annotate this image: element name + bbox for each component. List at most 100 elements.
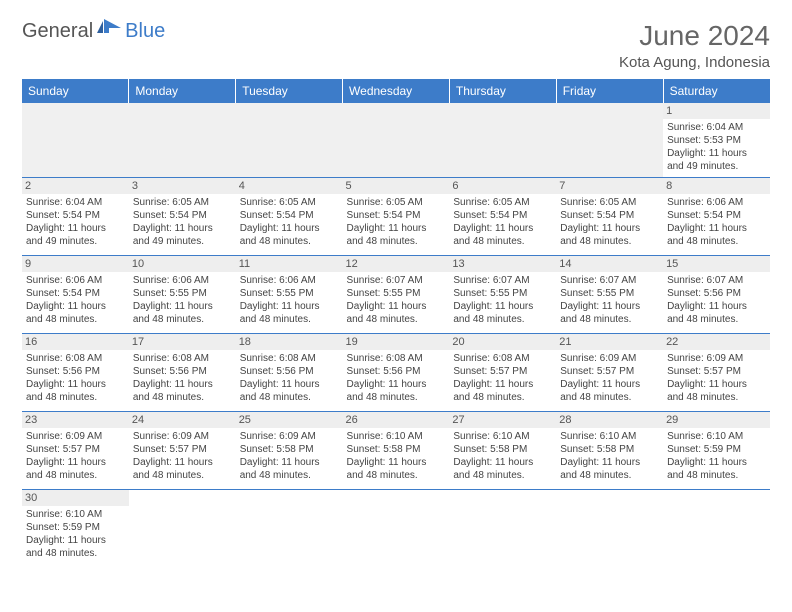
day-number: 3 <box>129 178 236 194</box>
sunset-text: Sunset: 5:55 PM <box>347 287 446 300</box>
calendar-cell: 13Sunrise: 6:07 AMSunset: 5:55 PMDayligh… <box>449 256 556 334</box>
calendar-cell: 27Sunrise: 6:10 AMSunset: 5:58 PMDayligh… <box>449 412 556 490</box>
sunrise-text: Sunrise: 6:06 AM <box>240 274 339 287</box>
calendar-cell: 25Sunrise: 6:09 AMSunset: 5:58 PMDayligh… <box>236 412 343 490</box>
logo-flag-icon <box>97 19 123 38</box>
daylight-text: Daylight: 11 hours and 48 minutes. <box>240 300 339 326</box>
sunset-text: Sunset: 5:57 PM <box>453 365 552 378</box>
calendar-row: 23Sunrise: 6:09 AMSunset: 5:57 PMDayligh… <box>22 412 770 490</box>
calendar-cell: 28 Sunrise: 6:10 AMSunset: 5:58 PMDayligh… <box>556 412 663 490</box>
day-number: 19 <box>343 334 450 350</box>
cell-body: Sunrise: 6:07 AMSunset: 5:55 PMDaylight:… <box>560 274 659 326</box>
sunset-text: Sunset: 5:54 PM <box>133 209 232 222</box>
sunset-text: Sunset: 5:54 PM <box>453 209 552 222</box>
sunrise-text: Sunrise: 6:10 AM <box>560 430 659 443</box>
sunset-text: Sunset: 5:54 PM <box>240 209 339 222</box>
calendar-cell: 14Sunrise: 6:07 AMSunset: 5:55 PMDayligh… <box>556 256 663 334</box>
sunrise-text: Sunrise: 6:09 AM <box>240 430 339 443</box>
calendar-cell <box>663 490 770 568</box>
weekday-header-row: SundayMondayTuesdayWednesdayThursdayFrid… <box>22 79 770 103</box>
day-number: 17 <box>129 334 236 350</box>
daylight-text: Daylight: 11 hours and 48 minutes. <box>240 456 339 482</box>
sunrise-text: Sunrise: 6:07 AM <box>453 274 552 287</box>
calendar-cell: 16 Sunrise: 6:08 AMSunset: 5:56 PMDayligh… <box>22 334 129 412</box>
sunrise-text: Sunrise: 6:04 AM <box>667 121 766 134</box>
calendar-cell: 2Sunrise: 6:04 AMSunset: 5:54 PMDaylight… <box>22 178 129 256</box>
daylight-text: Daylight: 11 hours and 49 minutes. <box>667 147 766 173</box>
sunrise-text: Sunrise: 6:07 AM <box>347 274 446 287</box>
daylight-text: Daylight: 11 hours and 48 minutes. <box>453 300 552 326</box>
sunset-text: Sunset: 5:53 PM <box>667 134 766 147</box>
calendar-body: 1Sunrise: 6:04 AMSunset: 5:53 PMDaylight… <box>22 103 770 568</box>
day-number: 8 <box>663 178 770 194</box>
sunset-text: Sunset: 5:56 PM <box>26 365 125 378</box>
day-number: 12 <box>343 256 450 272</box>
calendar-cell: 5Sunrise: 6:05 AMSunset: 5:54 PMDaylight… <box>343 178 450 256</box>
cell-body: Sunrise: 6:08 AMSunset: 5:56 PMDaylight:… <box>26 352 125 404</box>
day-number: 2 <box>22 178 129 194</box>
sunrise-text: Sunrise: 6:08 AM <box>26 352 125 365</box>
calendar-cell: 19Sunrise: 6:08 AMSunset: 5:56 PMDayligh… <box>343 334 450 412</box>
weekday-header: Sunday <box>22 79 129 103</box>
sunrise-text: Sunrise: 6:05 AM <box>347 196 446 209</box>
calendar-cell <box>343 490 450 568</box>
cell-body: Sunrise: 6:09 AMSunset: 5:57 PMDaylight:… <box>133 430 232 482</box>
day-number: 16 <box>22 334 129 350</box>
daylight-text: Daylight: 11 hours and 48 minutes. <box>240 222 339 248</box>
day-number: 15 <box>663 256 770 272</box>
calendar-cell: 4 Sunrise: 6:05 AMSunset: 5:54 PMDaylight… <box>236 178 343 256</box>
day-number: 28 <box>556 412 663 428</box>
calendar-cell <box>343 103 450 178</box>
sunrise-text: Sunrise: 6:10 AM <box>453 430 552 443</box>
day-number: 4 <box>236 178 343 194</box>
calendar-cell: 12Sunrise: 6:07 AMSunset: 5:55 PMDayligh… <box>343 256 450 334</box>
day-number: 11 <box>236 256 343 272</box>
sunset-text: Sunset: 5:58 PM <box>453 443 552 456</box>
cell-body: Sunrise: 6:05 AMSunset: 5:54 PMDaylight:… <box>240 196 339 248</box>
cell-body: Sunrise: 6:09 AMSunset: 5:57 PMDaylight:… <box>26 430 125 482</box>
calendar-cell: 20Sunrise: 6:08 AMSunset: 5:57 PMDayligh… <box>449 334 556 412</box>
cell-body: Sunrise: 6:08 AMSunset: 5:56 PMDaylight:… <box>240 352 339 404</box>
daylight-text: Daylight: 11 hours and 48 minutes. <box>667 300 766 326</box>
daylight-text: Daylight: 11 hours and 48 minutes. <box>667 378 766 404</box>
sunrise-text: Sunrise: 6:09 AM <box>133 430 232 443</box>
sunset-text: Sunset: 5:54 PM <box>26 209 125 222</box>
day-number: 9 <box>22 256 129 272</box>
daylight-text: Daylight: 11 hours and 48 minutes. <box>560 456 659 482</box>
weekday-header: Monday <box>129 79 236 103</box>
calendar-row: 9 Sunrise: 6:06 AMSunset: 5:54 PMDaylight… <box>22 256 770 334</box>
calendar-cell: 17 Sunrise: 6:08 AMSunset: 5:56 PMDayligh… <box>129 334 236 412</box>
cell-body: Sunrise: 6:06 AMSunset: 5:54 PMDaylight:… <box>26 274 125 326</box>
calendar-cell: 10Sunrise: 6:06 AMSunset: 5:55 PMDayligh… <box>129 256 236 334</box>
daylight-text: Daylight: 11 hours and 48 minutes. <box>453 378 552 404</box>
day-number: 25 <box>236 412 343 428</box>
cell-body: Sunrise: 6:08 AMSunset: 5:56 PMDaylight:… <box>133 352 232 404</box>
sunrise-text: Sunrise: 6:05 AM <box>240 196 339 209</box>
daylight-text: Daylight: 11 hours and 48 minutes. <box>347 222 446 248</box>
daylight-text: Daylight: 11 hours and 48 minutes. <box>26 300 125 326</box>
calendar-row: 1Sunrise: 6:04 AMSunset: 5:53 PMDaylight… <box>22 103 770 178</box>
logo: General Blue <box>22 20 165 43</box>
sunset-text: Sunset: 5:59 PM <box>667 443 766 456</box>
calendar-cell: 18Sunrise: 6:08 AMSunset: 5:56 PMDayligh… <box>236 334 343 412</box>
day-number: 24 <box>129 412 236 428</box>
sunset-text: Sunset: 5:56 PM <box>133 365 232 378</box>
cell-body: Sunrise: 6:10 AMSunset: 5:58 PMDaylight:… <box>560 430 659 482</box>
weekday-header: Saturday <box>663 79 770 103</box>
calendar-cell <box>236 490 343 568</box>
daylight-text: Daylight: 11 hours and 49 minutes. <box>26 222 125 248</box>
sunset-text: Sunset: 5:56 PM <box>240 365 339 378</box>
day-number: 7 <box>556 178 663 194</box>
calendar-cell: 23Sunrise: 6:09 AMSunset: 5:57 PMDayligh… <box>22 412 129 490</box>
cell-body: Sunrise: 6:07 AMSunset: 5:56 PMDaylight:… <box>667 274 766 326</box>
day-number: 22 <box>663 334 770 350</box>
calendar-cell <box>129 103 236 178</box>
calendar-table: SundayMondayTuesdayWednesdayThursdayFrid… <box>22 79 770 568</box>
cell-body: Sunrise: 6:05 AMSunset: 5:54 PMDaylight:… <box>560 196 659 248</box>
page-header: General Blue June 2024 Kota Agung, Indon… <box>22 20 770 71</box>
sunrise-text: Sunrise: 6:10 AM <box>347 430 446 443</box>
daylight-text: Daylight: 11 hours and 48 minutes. <box>133 456 232 482</box>
calendar-cell <box>556 490 663 568</box>
sunset-text: Sunset: 5:55 PM <box>453 287 552 300</box>
day-number: 5 <box>343 178 450 194</box>
